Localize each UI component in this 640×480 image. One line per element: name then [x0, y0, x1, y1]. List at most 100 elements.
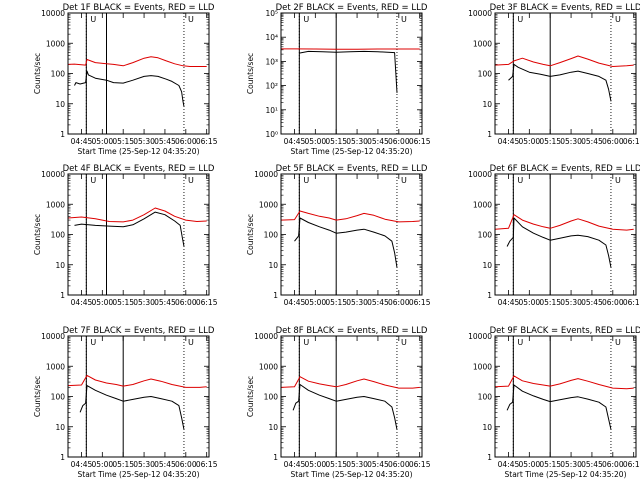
annotation-label: U [188, 176, 194, 185]
x-tick-label: 06:00 [388, 137, 410, 146]
series-line-events [299, 50, 398, 93]
chart-title: Det 4F BLACK = Events, RED = LLD [63, 164, 215, 174]
y-tick-label: 1000 [259, 200, 278, 209]
y-tick-label: 10000 [254, 170, 278, 179]
y-tick-label: 10000 [41, 9, 65, 18]
y-tick-label: 1 [487, 453, 492, 462]
y-tick-label: 10000 [468, 9, 492, 18]
y-tick-label: 100 [51, 231, 66, 240]
series-line-events [74, 70, 185, 107]
plot-frame [494, 335, 637, 458]
y-tick-label: 10⁴ [265, 33, 278, 42]
series-line-events [292, 384, 398, 430]
y-tick-label: 10⁵ [265, 9, 278, 18]
plot-area [68, 174, 207, 295]
y-tick-label: 1 [60, 291, 65, 300]
x-tick-label: 05:30 [560, 460, 582, 469]
y-tick-label: 10 [482, 100, 492, 109]
x-tick-label: 06:15 [196, 137, 218, 146]
series-line-lld [68, 374, 207, 388]
series-line-lld [495, 55, 634, 67]
annotation-label: U [401, 176, 407, 185]
y-tick-label: 100 [478, 231, 493, 240]
chart-title: Det 2F BLACK = Events, RED = LLD [276, 3, 428, 13]
y-tick-label: 10 [268, 261, 278, 270]
chart-panel-det-3: Det 3F BLACK = Events, RED = LLD 1 10 100 10… [468, 3, 640, 146]
y-axis-label: Counts/sec [33, 214, 42, 255]
y-tick-label: 1 [487, 130, 492, 139]
x-tick-label: 04:45 [498, 137, 520, 146]
y-tick-label: 10000 [254, 332, 278, 341]
x-tick-label: 05:45 [367, 137, 389, 146]
y-tick-label: 10 [55, 423, 65, 432]
y-tick-label: 10000 [41, 170, 65, 179]
x-tick-label: 06:15 [623, 137, 640, 146]
chart-panel-det-1: Det 1F BLACK = Events, RED = LLD 1 10 100 10… [33, 3, 218, 156]
series-line-events [79, 385, 185, 430]
annotation-label: U [90, 338, 96, 347]
x-tick-label: 05:00 [305, 460, 327, 469]
x-tick-label: 05:45 [581, 298, 603, 307]
plot-area [495, 174, 634, 295]
x-tick-label: 06:15 [196, 460, 218, 469]
x-axis-label: Start Time (25-Sep-12 04:35:20) [291, 147, 413, 156]
y-tick-label: 100 [51, 70, 66, 79]
x-tick-label: 06:00 [175, 298, 197, 307]
annotation-label: U [517, 338, 523, 347]
x-tick-label: 05:15 [325, 137, 347, 146]
y-tick-label: 10 [268, 423, 278, 432]
x-tick-label: 06:15 [409, 460, 431, 469]
chart-panel-det-8: Det 8F BLACK = Events, RED = LLD 1 10 100 10… [246, 326, 431, 479]
x-tick-label: 05:15 [539, 298, 561, 307]
y-tick-label: 10000 [468, 170, 492, 179]
x-tick-label: 05:30 [346, 137, 368, 146]
chart-panel-det-9: Det 9F BLACK = Events, RED = LLD 1 10 100 10… [468, 326, 640, 479]
y-axis-label: Counts/sec [246, 214, 255, 255]
x-tick-label: 05:00 [92, 298, 114, 307]
annotation-label: U [401, 338, 407, 347]
series-line-lld [281, 210, 420, 223]
annotation-label: U [517, 15, 523, 24]
x-tick-label: 05:45 [367, 460, 389, 469]
annotation-label: U [188, 338, 194, 347]
x-tick-label: 05:45 [154, 460, 176, 469]
x-tick-label: 05:15 [112, 298, 134, 307]
plot-frame [494, 173, 637, 296]
y-tick-label: 1000 [473, 200, 492, 209]
plot-area [281, 13, 420, 134]
x-tick-label: 05:45 [367, 298, 389, 307]
x-tick-label: 04:45 [498, 298, 520, 307]
annotation-label: U [90, 176, 96, 185]
x-tick-label: 06:00 [388, 460, 410, 469]
x-tick-label: 05:45 [581, 137, 603, 146]
annotation-label: U [401, 15, 407, 24]
x-tick-label: 05:15 [325, 298, 347, 307]
annotation-label: U [303, 176, 309, 185]
series-line-lld [495, 375, 634, 390]
series-line-lld [495, 214, 634, 231]
annotation-label: U [615, 176, 621, 185]
y-tick-label: 10 [55, 100, 65, 109]
chart-panel-det-2: Det 2F BLACK = Events, RED = LLD 10⁰ 10¹ 10… [246, 3, 431, 156]
x-tick-label: 04:45 [284, 460, 306, 469]
annotation-label: U [90, 15, 96, 24]
annotation-label: U [615, 15, 621, 24]
x-tick-label: 05:00 [305, 137, 327, 146]
y-tick-label: 1000 [473, 39, 492, 48]
y-tick-label: 10¹ [265, 106, 278, 115]
y-tick-label: 100 [478, 70, 493, 79]
y-axis-label: Counts/sec [246, 376, 255, 417]
x-tick-label: 05:15 [539, 137, 561, 146]
x-axis-label: Start Time (25-Sep-12 04:35:20) [78, 147, 200, 156]
x-tick-label: 05:45 [154, 298, 176, 307]
y-axis-label: Counts/sec [33, 376, 42, 417]
x-tick-label: 05:30 [133, 137, 155, 146]
y-axis-label: Counts/sec [246, 53, 255, 94]
x-tick-label: 04:45 [71, 137, 93, 146]
x-tick-label: 04:45 [71, 298, 93, 307]
y-tick-label: 1 [487, 291, 492, 300]
x-tick-label: 05:30 [560, 298, 582, 307]
plot-frame [67, 12, 210, 135]
chart-title: Det 7F BLACK = Events, RED = LLD [63, 326, 215, 336]
